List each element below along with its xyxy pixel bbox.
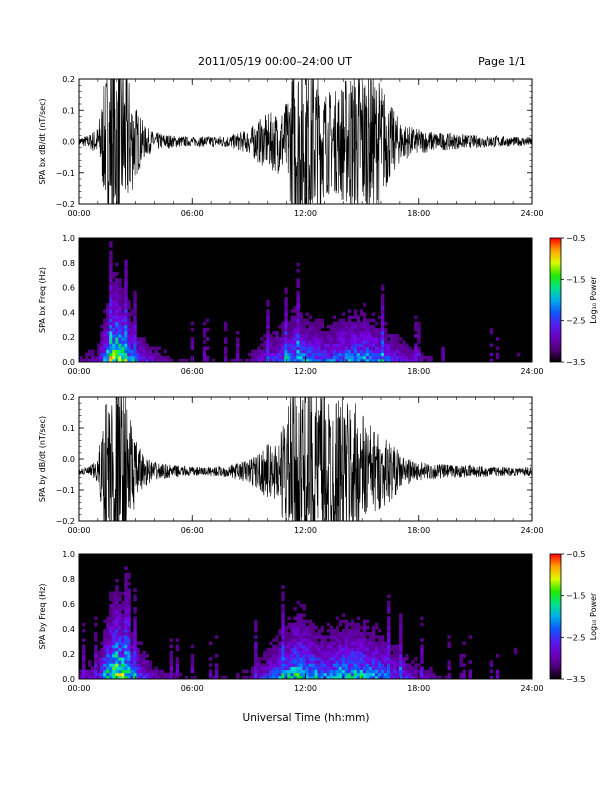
panel-4-y-ticks: 0.0 0.2 0.4 0.6 0.8 1.0 [62, 550, 532, 684]
panel-4-colorbar-tick: −0.5 [566, 550, 585, 559]
panels: −0.2 −0.1 0.0 0.1 0.2 00:00 06:00 12:00 18:00 24:… [38, 75, 598, 693]
panel-4-spectrogram [79, 566, 518, 679]
panel-2-y-tick-label: 0.4 [62, 308, 75, 317]
panel-2-spectrogram [79, 241, 521, 362]
panel-1: −0.2 −0.1 0.0 0.1 0.2 00:00 06:00 12:00 18:00 24:… [38, 75, 544, 218]
panel-1-y-tick-label: −0.1 [56, 169, 75, 178]
panel-4-colorbar-tick: −1.5 [566, 592, 585, 601]
panel-1-x-tick-label: 12:00 [294, 209, 317, 218]
panel-3-x-ticks: 00:00 06:00 12:00 18:00 24:00 [67, 397, 544, 535]
panel-2-x-ticks: 00:00 06:00 12:00 18:00 24:00 [67, 238, 544, 376]
panel-3-y-axis-label: SPA by dB/dt (nT/sec) [38, 416, 47, 502]
panel-4-x-ticks: 00:00 06:00 12:00 18:00 24:00 [67, 554, 544, 693]
panel-4-colorbar-label: Log₁₀ Power [589, 592, 598, 640]
panel-2-x-tick-label: 06:00 [181, 367, 204, 376]
x-axis-label: Universal Time (hh:mm) [243, 712, 370, 724]
panel-2-x-tick-label: 12:00 [294, 367, 317, 376]
panel-4-y-tick-label: 0.2 [62, 650, 75, 659]
panel-3-frame [78, 396, 533, 522]
panel-4-y-tick-label: 0.0 [62, 675, 75, 684]
panel-2-x-tick-label: 18:00 [407, 367, 430, 376]
panel-2-y-axis-label: SPA bx Freq (Hz) [38, 267, 47, 333]
panel-2-y-tick-label: 1.0 [62, 234, 75, 243]
panel-2-y-tick-label: 0.2 [62, 333, 75, 342]
panel-4-y-tick-label: 1.0 [62, 550, 75, 559]
panel-1-x-tick-label: 24:00 [520, 209, 543, 218]
panel-2-colorbar-tick: −2.5 [566, 317, 585, 326]
panel-3-x-tick-label: 00:00 [67, 526, 90, 535]
panel-3-y-tick-label: 0.1 [62, 424, 75, 433]
panel-3-x-tick-label: 06:00 [181, 526, 204, 535]
panel-4-colorbar: −0.5 −1.5 −2.5 −3.5 Log₁₀ Power [549, 550, 598, 684]
panel-1-y-tick-label: 0.1 [62, 106, 75, 115]
chart-title: 2011/05/19 00:00–24:00 UT [198, 55, 352, 68]
panel-3-x-tick-label: 18:00 [407, 526, 430, 535]
panel-2-colorbar-tick: −3.5 [566, 358, 585, 367]
panel-1-x-ticks: 00:00 06:00 12:00 18:00 24:00 [67, 79, 544, 218]
panel-2-colorbar: −0.5 −1.5 −2.5 −3.5 Log₁₀ Power [549, 234, 598, 367]
panel-2-x-tick-label: 24:00 [520, 367, 543, 376]
panel-1-y-tick-label: 0.0 [62, 138, 75, 147]
panel-4-x-tick-label: 00:00 [67, 684, 90, 693]
panel-3-x-tick-label: 24:00 [520, 526, 543, 535]
panel-3-y-tick-label: 0.2 [62, 393, 75, 402]
panel-4-x-tick-label: 24:00 [520, 684, 543, 693]
panel-2-colorbar-tick: −0.5 [566, 234, 585, 243]
panel-3-y-ticks: −0.2 −0.1 0.0 0.1 0.2 [56, 393, 532, 526]
panel-4-y-tick-label: 0.6 [62, 600, 75, 609]
panel-4-y-tick-label: 0.8 [62, 575, 75, 584]
panel-1-signal-trace [79, 79, 532, 204]
panel-2-x-tick-label: 00:00 [67, 367, 90, 376]
panel-2-y-tick-label: 0.6 [62, 284, 75, 293]
panel-2-colorbar-tick: −1.5 [566, 275, 585, 284]
panel-1-y-ticks: −0.2 −0.1 0.0 0.1 0.2 [56, 75, 532, 209]
panel-1-x-tick-label: 00:00 [67, 209, 90, 218]
panel-1-y-tick-label: −0.2 [56, 200, 75, 209]
panel-1-y-axis-label: SPA bx dB/dt (nT/sec) [38, 98, 47, 184]
panel-1-y-tick-label: 0.2 [62, 75, 75, 84]
panel-3-y-tick-label: 0.0 [62, 455, 75, 464]
panel-4-colorbar-scale [549, 553, 562, 680]
panel-1-x-tick-label: 06:00 [181, 209, 204, 218]
panel-1-x-tick-label: 18:00 [407, 209, 430, 218]
panel-3-y-tick-label: −0.2 [56, 517, 75, 526]
panel-3-y-tick-label: −0.1 [56, 486, 75, 495]
panel-2-colorbar-label: Log₁₀ Power [589, 276, 598, 324]
panel-2-y-ticks: 0.0 0.2 0.4 0.6 0.8 1.0 [62, 234, 532, 367]
panel-3: −0.2 −0.1 0.0 0.1 0.2 00:00 06:00 12:00 18:00 24:… [38, 393, 544, 535]
panel-3-signal-trace [79, 397, 532, 521]
panel-4-y-axis-label: SPA by Freq (Hz) [38, 584, 47, 650]
panel-2-y-tick-label: 0.0 [62, 358, 75, 367]
panel-4-x-tick-label: 18:00 [407, 684, 430, 693]
panel-4-x-tick-label: 06:00 [181, 684, 204, 693]
panel-2-colorbar-scale [549, 237, 562, 363]
panel-3-x-tick-label: 12:00 [294, 526, 317, 535]
panel-4-colorbar-tick: −3.5 [566, 675, 585, 684]
panel-2-y-tick-label: 0.8 [62, 259, 75, 268]
panel-4-x-tick-label: 12:00 [294, 684, 317, 693]
page-number: Page 1/1 [478, 55, 526, 68]
panel-4-y-tick-label: 0.4 [62, 625, 75, 634]
panel-4-colorbar-tick: −2.5 [566, 633, 585, 642]
